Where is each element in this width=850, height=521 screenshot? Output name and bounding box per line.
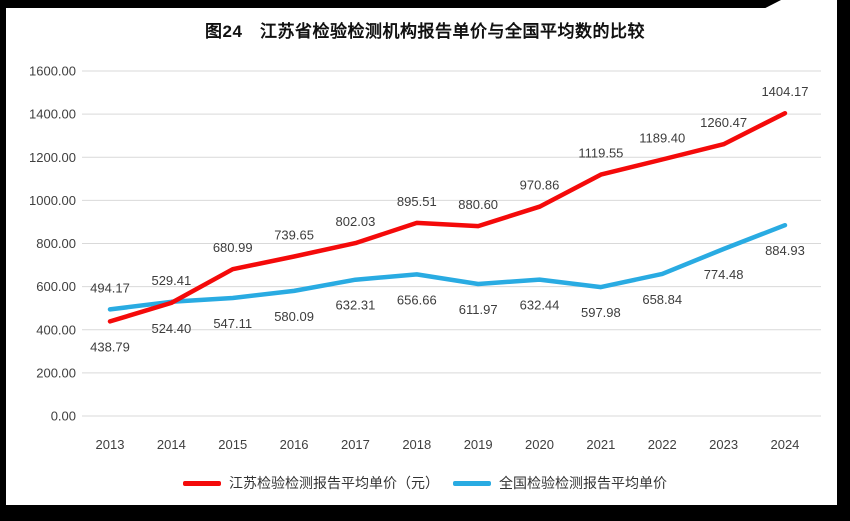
x-tick-label: 2014 xyxy=(157,437,186,452)
legend-label: 江苏检验检测报告平均单价（元） xyxy=(229,475,439,491)
x-tick-label: 2022 xyxy=(648,437,677,452)
data-label: 1260.47 xyxy=(700,115,747,130)
x-tick-label: 2016 xyxy=(280,437,309,452)
legend-item-0: 江苏检验检测报告平均单价（元） xyxy=(183,473,439,493)
data-label: 580.09 xyxy=(274,309,314,324)
x-tick-label: 2017 xyxy=(341,437,370,452)
data-label: 739.65 xyxy=(274,228,314,243)
data-label: 1119.55 xyxy=(578,146,623,161)
x-tick-label: 2023 xyxy=(709,437,738,452)
y-tick-label: 400.00 xyxy=(36,322,76,337)
scan-border-top xyxy=(0,0,781,8)
data-label: 1404.17 xyxy=(761,84,808,99)
data-label: 895.51 xyxy=(397,194,437,209)
chart-title: 图24 江苏省检验检测机构报告单价与全国平均数的比较 xyxy=(205,22,645,41)
y-tick-label: 600.00 xyxy=(36,279,76,294)
legend-label: 全国检验检测报告平均单价 xyxy=(499,475,667,491)
y-tick-label: 200.00 xyxy=(36,365,76,380)
data-label: 529.41 xyxy=(151,273,191,288)
data-label: 680.99 xyxy=(213,240,253,255)
data-label: 880.60 xyxy=(458,197,498,212)
scan-border-right xyxy=(837,0,850,521)
data-label: 802.03 xyxy=(336,214,376,229)
x-tick-label: 2024 xyxy=(770,437,799,452)
x-tick-label: 2021 xyxy=(586,437,615,452)
data-label: 611.97 xyxy=(459,302,498,317)
y-tick-label: 1000.00 xyxy=(29,193,76,208)
data-label: 632.44 xyxy=(520,298,560,313)
series-line xyxy=(107,222,788,312)
data-label: 632.31 xyxy=(336,298,376,313)
y-tick-label: 800.00 xyxy=(36,236,76,251)
data-label: 884.93 xyxy=(765,243,805,258)
data-label: 658.84 xyxy=(642,292,682,307)
legend-swatch-icon xyxy=(453,480,491,486)
data-label: 438.79 xyxy=(90,339,130,354)
series-line xyxy=(107,110,788,324)
x-tick-label: 2018 xyxy=(402,437,431,452)
x-tick-label: 2013 xyxy=(96,437,125,452)
data-label: 494.17 xyxy=(90,280,130,295)
legend-swatch-icon xyxy=(183,480,221,486)
x-tick-label: 2020 xyxy=(525,437,554,452)
x-tick-label: 2015 xyxy=(218,437,247,452)
scan-border-bottom xyxy=(0,505,850,521)
data-label: 547.11 xyxy=(213,316,252,331)
data-label: 970.86 xyxy=(520,178,560,193)
scan-border-left xyxy=(0,0,6,521)
data-label: 597.98 xyxy=(581,305,621,320)
data-label: 774.48 xyxy=(704,267,744,282)
x-tick-label: 2019 xyxy=(464,437,493,452)
y-tick-label: 1600.00 xyxy=(29,64,76,79)
data-label: 1189.40 xyxy=(639,131,685,146)
chart-legend: 江苏检验检测报告平均单价（元） 全国检验检测报告平均单价 xyxy=(0,469,850,497)
data-label: 524.40 xyxy=(151,321,191,336)
y-tick-label: 1200.00 xyxy=(29,150,76,165)
y-tick-label: 1400.00 xyxy=(29,107,76,122)
y-tick-label: 0.00 xyxy=(51,409,76,424)
data-label: 656.66 xyxy=(397,292,437,307)
legend-item-1: 全国检验检测报告平均单价 xyxy=(453,473,667,493)
